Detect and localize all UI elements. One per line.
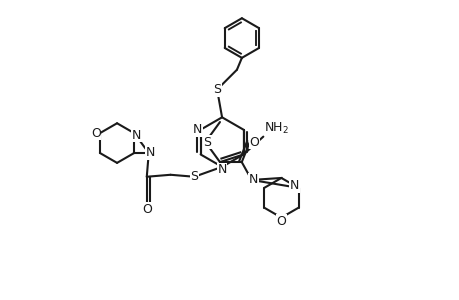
Text: S: S [190,170,198,183]
Text: N: N [131,129,140,142]
Text: N: N [289,179,299,192]
Text: N: N [248,173,258,186]
Text: N: N [192,123,202,136]
Text: S: S [203,136,211,148]
Text: O: O [91,127,101,140]
Text: O: O [141,203,151,216]
Text: N: N [217,163,226,176]
Text: N: N [146,146,155,160]
Text: S: S [213,83,221,96]
Text: O: O [276,215,285,228]
Text: O: O [249,136,259,149]
Text: NH$_2$: NH$_2$ [264,121,289,136]
